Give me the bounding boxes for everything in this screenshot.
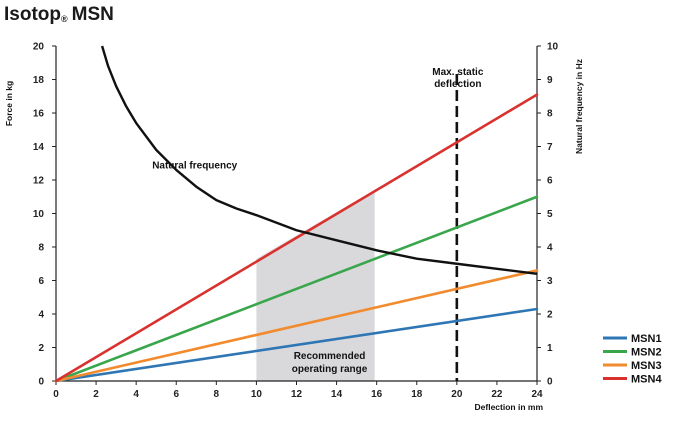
x-tick-label: 16 bbox=[371, 389, 383, 400]
x-tick-label: 22 bbox=[491, 389, 503, 400]
y-tick-label: 20 bbox=[33, 42, 45, 53]
legend-label-msn4: MSN4 bbox=[631, 374, 662, 386]
x-tick-label: 8 bbox=[214, 389, 220, 400]
y-tick-label: 0 bbox=[38, 377, 44, 388]
y2-tick-label: 10 bbox=[547, 42, 559, 53]
x-tick-label: 24 bbox=[531, 389, 543, 400]
recommended-range-label-line2: operating range bbox=[292, 364, 368, 375]
x-tick-label: 20 bbox=[451, 389, 463, 400]
range-layer bbox=[256, 190, 375, 381]
legend-label-msn1: MSN1 bbox=[631, 333, 662, 345]
series-line-msn2 bbox=[54, 195, 539, 383]
y-tick-label: 4 bbox=[38, 310, 44, 321]
max-static-label-line2: deflection bbox=[434, 79, 481, 90]
y2-tick-label: 2 bbox=[547, 310, 553, 321]
recommended-range-label-line1: Recommended bbox=[294, 351, 366, 362]
series-line-msn1 bbox=[54, 307, 539, 383]
x-tick-label: 10 bbox=[251, 389, 263, 400]
max-static-label-line1: Max. static bbox=[432, 67, 484, 78]
y2-tick-label: 7 bbox=[547, 142, 553, 153]
x-tick-label: 14 bbox=[331, 389, 343, 400]
y-tick-label: 14 bbox=[33, 142, 45, 153]
chart-title: Isotop® MSN bbox=[4, 4, 114, 26]
y-tick-label: 6 bbox=[38, 276, 44, 287]
legend-label-msn3: MSN3 bbox=[631, 360, 662, 372]
registered-mark: ® bbox=[61, 14, 68, 24]
x-tick-label: 2 bbox=[93, 389, 99, 400]
recommended-range-area bbox=[256, 190, 375, 381]
y-tick-label: 18 bbox=[33, 75, 45, 86]
y-tick-label: 10 bbox=[33, 209, 45, 220]
y-axis-label: Force in kg bbox=[4, 81, 14, 126]
series-line-msn3 bbox=[54, 269, 539, 383]
title-rest: MSN bbox=[71, 4, 114, 25]
series-line-msn4 bbox=[54, 93, 539, 383]
series-layer bbox=[54, 45, 539, 383]
x-tick-label: 0 bbox=[53, 389, 59, 400]
y-tick-label: 2 bbox=[38, 343, 44, 354]
natural-frequency-curve bbox=[100, 45, 538, 275]
y2-tick-label: 8 bbox=[547, 109, 553, 120]
x-tick-label: 6 bbox=[173, 389, 179, 400]
y2-tick-label: 1 bbox=[547, 343, 553, 354]
y2-tick-label: 6 bbox=[547, 176, 553, 187]
x-tick-label: 18 bbox=[411, 389, 423, 400]
title-main: Isotop bbox=[4, 4, 61, 25]
x-tick-label: 12 bbox=[291, 389, 303, 400]
natural-frequency-label: Natural frequency bbox=[152, 160, 237, 171]
y2-tick-label: 9 bbox=[547, 75, 553, 86]
y2-tick-label: 3 bbox=[547, 276, 553, 287]
x-tick-label: 4 bbox=[133, 389, 139, 400]
x-axis-label: Deflection in mm bbox=[475, 402, 544, 412]
y-tick-label: 8 bbox=[38, 243, 44, 254]
legend-label-msn2: MSN2 bbox=[631, 347, 662, 359]
y2-tick-label: 0 bbox=[547, 377, 553, 388]
y2-axis-label: Natural frequency in Hz bbox=[574, 59, 584, 154]
y-tick-label: 16 bbox=[33, 109, 45, 120]
y-tick-label: 12 bbox=[33, 176, 45, 187]
y2-tick-label: 5 bbox=[547, 209, 553, 220]
y2-tick-label: 4 bbox=[547, 243, 553, 254]
